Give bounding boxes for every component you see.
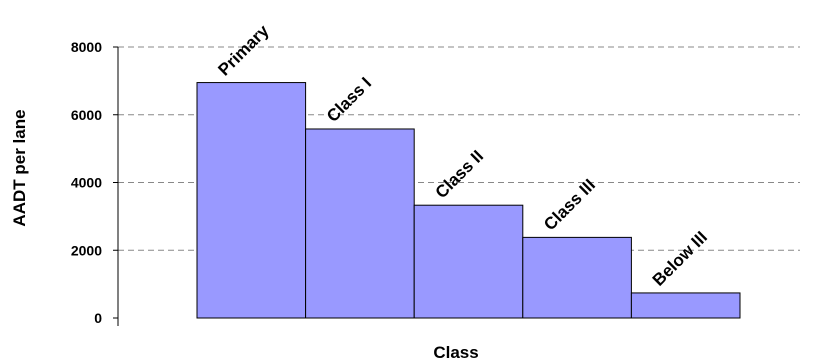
bar <box>630 292 741 319</box>
y-tick-label: 6000 <box>71 107 102 123</box>
bar <box>413 204 524 319</box>
x-axis-title: Class <box>433 343 478 362</box>
bar <box>196 82 307 319</box>
bar <box>522 236 632 319</box>
y-tick-label: 4000 <box>71 175 102 191</box>
bar-label: Class I <box>323 74 375 126</box>
bars <box>196 82 741 319</box>
bar <box>305 128 415 319</box>
y-tick-label: 8000 <box>71 39 102 55</box>
y-axis-title: AADT per lane <box>10 109 29 226</box>
bar-label: Class II <box>432 146 488 202</box>
y-tick-labels: 0 2000 4000 6000 8000 <box>71 39 118 326</box>
bar-label: Class III <box>540 175 599 234</box>
y-tick-label: 0 <box>94 310 102 326</box>
bar-label: Below III <box>649 228 711 290</box>
bar-label: Primary <box>214 21 273 80</box>
y-tick-label: 2000 <box>71 242 102 258</box>
